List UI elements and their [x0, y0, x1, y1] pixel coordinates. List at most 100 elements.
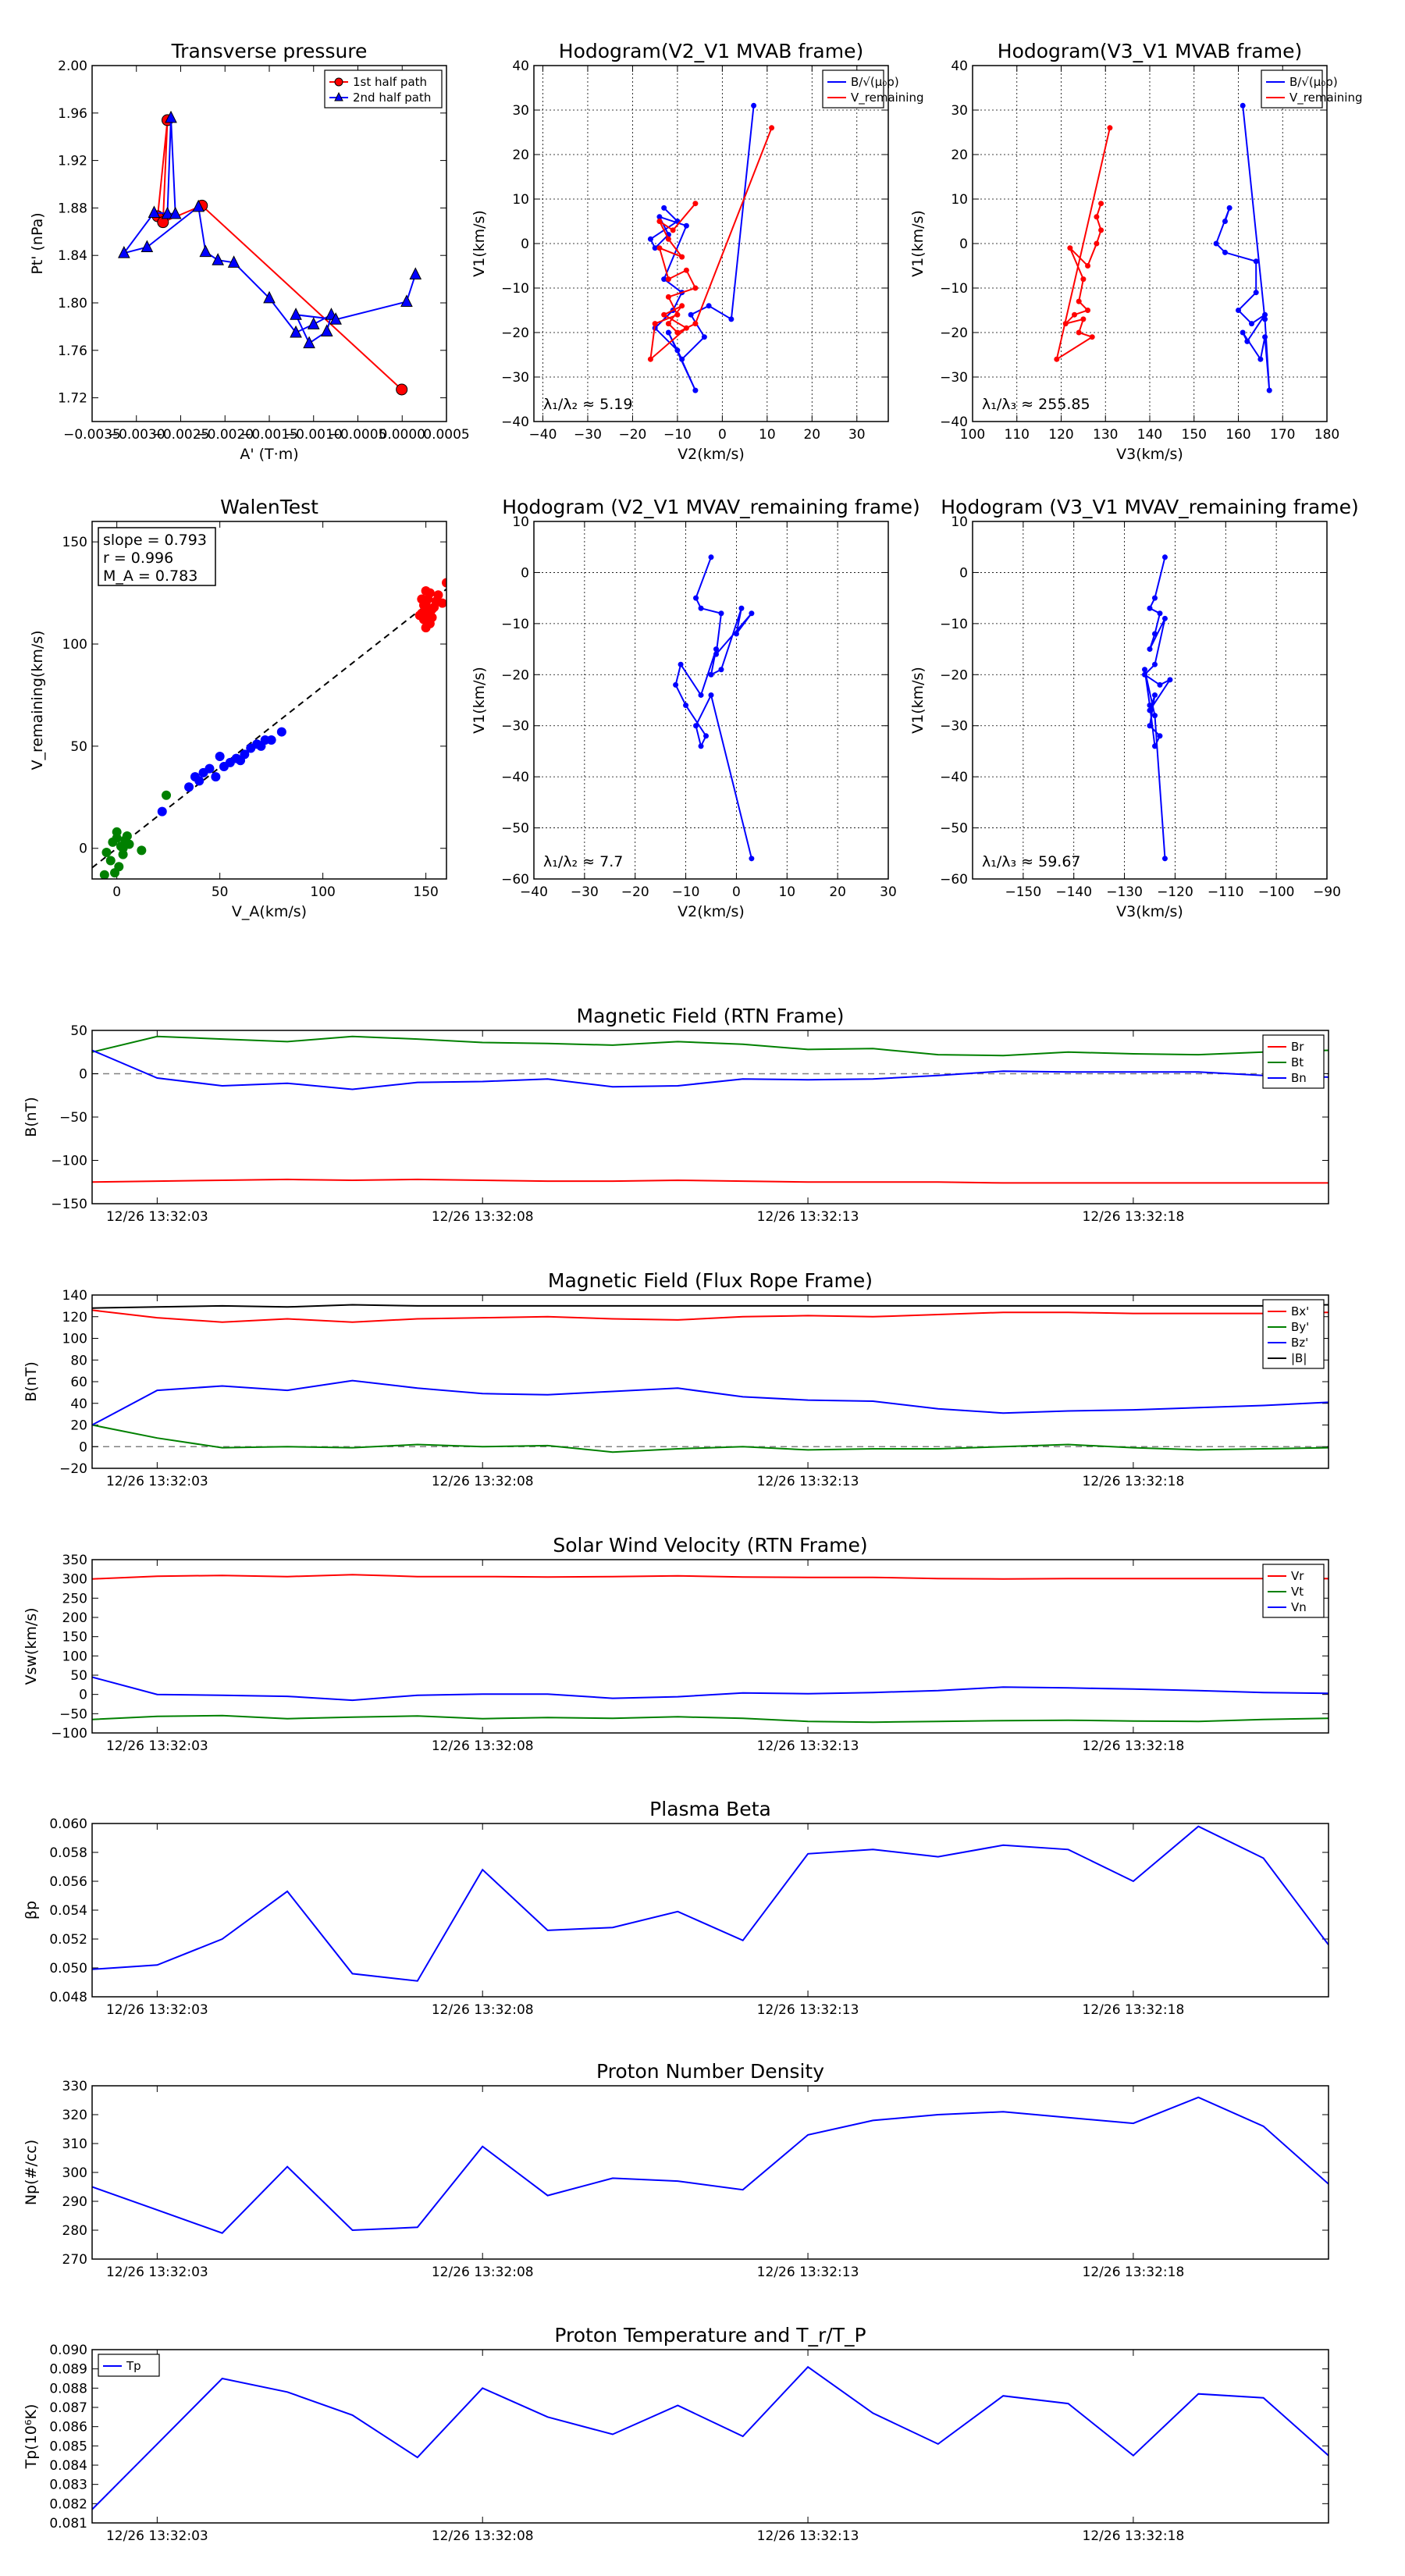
data-point — [679, 303, 685, 309]
chart-title: Magnetic Field (Flux Rope Frame) — [548, 1269, 873, 1292]
plot-frame — [91, 2085, 1329, 2260]
y-axis-label: Tp(10⁶K) — [23, 2404, 40, 2470]
data-point — [698, 605, 704, 611]
chart-hodogram_v2v1_mvab: −40 −30 −20 −10 0 10 20 30 −40 −30 −20 −10 0 10 20 30 40… — [471, 40, 924, 463]
x-tick-label: −30 — [571, 884, 599, 900]
y-tick-label: 0.090 — [49, 2343, 87, 2358]
x-tick-label: 110 — [1005, 427, 1030, 443]
data-point — [1151, 661, 1158, 667]
data-point — [211, 772, 221, 782]
data-point — [661, 205, 667, 211]
series-Bz' — [92, 1379, 1329, 1426]
series-line — [157, 119, 403, 390]
x-tick-label: 150 — [413, 884, 438, 900]
x-tick-label: 12/26 13:32:18 — [1083, 2528, 1185, 2544]
data-point — [703, 733, 710, 739]
chart-b_fluxrope: 12/26 13:32:03 12/26 13:32:08 12/26 13:32:… — [23, 1269, 1329, 1489]
data-point — [738, 605, 745, 611]
y-tick-label: 1.96 — [58, 106, 87, 122]
data-point — [162, 790, 172, 800]
y-tick-label: 0.086 — [49, 2420, 87, 2435]
data-point — [320, 324, 333, 336]
data-point — [718, 610, 724, 617]
y-tick-label: −50 — [59, 1706, 87, 1722]
data-point — [656, 219, 663, 224]
data-point — [1151, 692, 1158, 698]
series-line — [674, 557, 752, 859]
chart-title: Magnetic Field (RTN Frame) — [577, 1005, 845, 1027]
y-tick-label: 0.056 — [49, 1874, 87, 1890]
data-point — [276, 727, 286, 737]
x-tick-label: 12/26 13:32:03 — [106, 1738, 208, 1754]
chart-transverse_pressure: −0.0035−0.0030−0.0025−0.0020−0.0015−0.00… — [29, 40, 470, 463]
chart-hodogram_v3v1_mvav: −150 −140 −130 −120 −110 −100 −90−60−50−40−30−… — [909, 496, 1359, 920]
chart-title: WalenTest — [220, 496, 318, 518]
y-tick-label: 10 — [512, 192, 529, 208]
data-point — [1253, 290, 1259, 296]
data-point — [733, 631, 739, 637]
data-point — [414, 610, 425, 621]
y-tick-label: 1.72 — [58, 391, 87, 407]
y-tick-label: 280 — [62, 2223, 87, 2239]
data-point — [442, 578, 446, 588]
data-point — [1244, 338, 1250, 344]
y-tick-label: −20 — [940, 667, 968, 683]
y-tick-label: 40 — [512, 59, 529, 74]
x-tick-label: 140 — [1137, 427, 1162, 443]
chart-proton_density: 12/26 13:32:03 12/26 13:32:08 12/26 13:32:… — [23, 2060, 1329, 2280]
series-line — [1055, 127, 1111, 361]
y-tick-label: 10 — [512, 514, 529, 530]
x-tick-label: 20 — [803, 427, 820, 443]
legend: 1st half path 2nd half path — [324, 69, 443, 109]
y-tick-label: 20 — [951, 148, 968, 163]
ratio-annotation: λ₁/λ₂ ≈ 7.7 — [543, 853, 623, 870]
data-point — [665, 236, 671, 242]
data-point — [701, 334, 707, 340]
data-point — [692, 321, 699, 327]
chart-title: Hodogram (V2_V1 MVAV_remaining frame) — [502, 496, 920, 518]
data-point — [673, 681, 679, 688]
y-tick-label: 250 — [62, 1591, 87, 1606]
data-point — [1151, 595, 1158, 601]
y-tick-label: −10 — [940, 617, 968, 632]
x-tick-label: −110 — [1208, 884, 1244, 900]
plot-frame — [91, 521, 447, 880]
series-B/√(μ₀ρ) — [1213, 102, 1272, 393]
data-point — [1085, 263, 1091, 269]
data-point — [688, 311, 694, 318]
stats-line: slope = 0.793 — [103, 532, 207, 549]
y-tick-label: 330 — [62, 2079, 87, 2094]
data-point — [1076, 298, 1082, 304]
chart-proton_temperature: 12/26 13:32:03 12/26 13:32:08 12/26 13:32:… — [23, 2324, 1329, 2544]
x-tick-label: −0.0010 — [285, 427, 343, 443]
y-tick-label: 350 — [62, 1553, 87, 1568]
series-Bn — [92, 1049, 1329, 1091]
chart-title: Plasma Beta — [649, 1798, 771, 1820]
data-point — [194, 776, 205, 786]
legend-label: By' — [1291, 1320, 1309, 1334]
y-tick-label: 0 — [521, 565, 529, 581]
y-tick-label: −10 — [940, 281, 968, 297]
data-point — [665, 276, 671, 283]
data-point — [1107, 125, 1113, 131]
chart-walen_test: 0 50 100 150 0 50 100 150 WalenTest V_A(km/s) V_re… — [29, 496, 447, 920]
legend-label: 2nd half path — [353, 91, 431, 105]
data-point — [169, 206, 182, 219]
series-line — [92, 1825, 1329, 1982]
data-point — [215, 751, 225, 761]
y-tick-label: 0.050 — [49, 1961, 87, 1976]
data-point — [661, 276, 667, 283]
legend-label: Bt — [1291, 1055, 1304, 1069]
y-tick-label: 290 — [62, 2194, 87, 2210]
x-tick-label: −100 — [1258, 884, 1295, 900]
x-axis-label: V2(km/s) — [678, 903, 745, 920]
legend-box — [822, 69, 884, 109]
data-point — [1147, 703, 1153, 709]
y-tick-label: −150 — [51, 1197, 87, 1212]
series-Vt — [92, 1714, 1329, 1724]
data-point — [749, 856, 755, 862]
series-Bx' — [92, 1309, 1329, 1323]
legend-box — [324, 69, 443, 109]
y-tick-label: 60 — [70, 1375, 87, 1390]
